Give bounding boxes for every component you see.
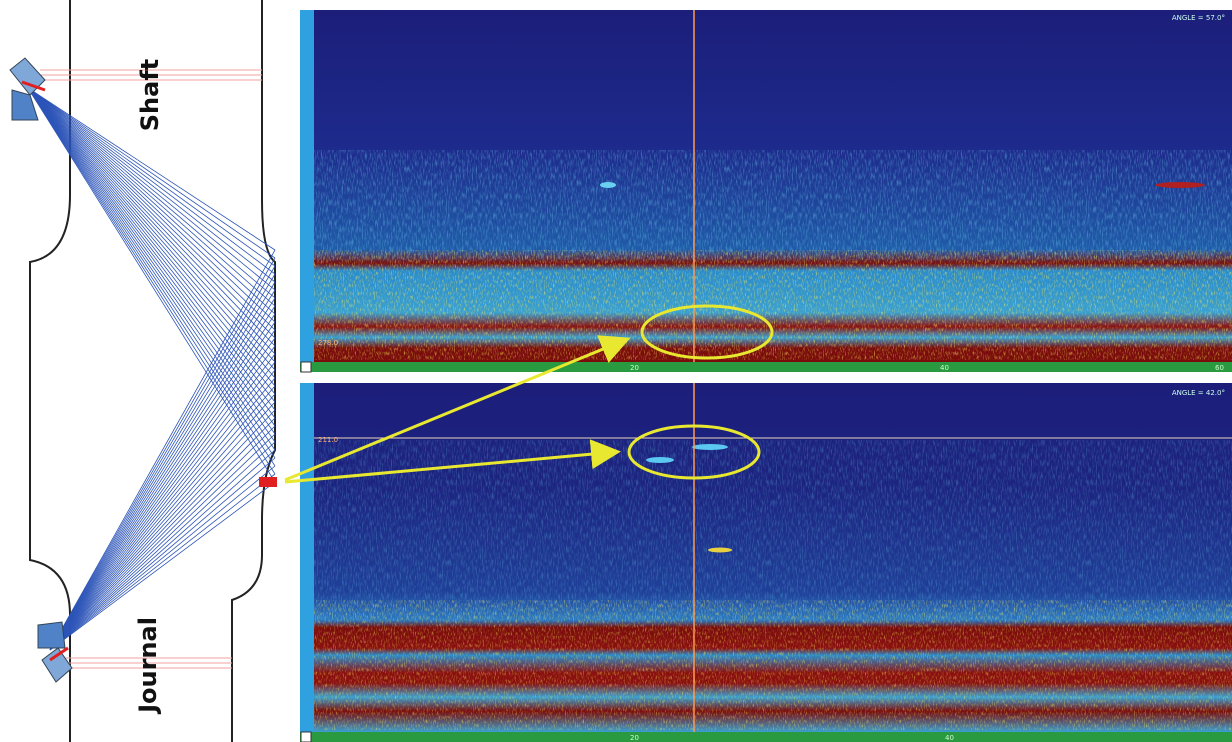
beam xyxy=(27,87,276,259)
beam xyxy=(49,465,276,651)
beam xyxy=(49,369,276,651)
beam xyxy=(49,417,276,651)
beam xyxy=(49,393,276,651)
beam xyxy=(27,87,276,427)
beam xyxy=(49,257,276,651)
beam xyxy=(27,87,276,291)
journal-label: Journal xyxy=(134,617,162,715)
beam xyxy=(49,321,276,651)
scan-2: ANGLE = 42.0° 211.0 20 40 xyxy=(300,383,1232,742)
angle-label: ANGLE = 57.0° xyxy=(1172,14,1225,22)
shaft-label: Shaft xyxy=(136,59,164,131)
beam xyxy=(27,87,276,387)
beam xyxy=(49,449,276,651)
probe-top xyxy=(9,57,46,121)
beam xyxy=(27,87,276,251)
beam xyxy=(49,345,276,651)
beam xyxy=(27,87,276,283)
probe-bottom xyxy=(37,621,73,683)
beam xyxy=(49,305,276,651)
beam xyxy=(27,87,276,411)
beam xyxy=(27,87,276,483)
beam xyxy=(49,433,276,651)
tick: 60 xyxy=(1215,364,1224,372)
beam xyxy=(27,87,276,379)
beam xyxy=(49,481,276,651)
annotations xyxy=(284,304,774,484)
reflections xyxy=(40,69,262,669)
beam-fan xyxy=(27,87,276,651)
beam xyxy=(27,87,276,435)
beam xyxy=(27,87,276,419)
beam xyxy=(27,87,276,363)
beam xyxy=(27,87,276,275)
gate-label: 211.0 xyxy=(318,436,338,444)
beam xyxy=(49,361,276,651)
defect xyxy=(259,477,277,487)
beam xyxy=(49,249,276,651)
beam xyxy=(49,409,276,651)
beam xyxy=(27,87,276,443)
beam xyxy=(27,87,276,371)
beam xyxy=(49,473,276,651)
beam xyxy=(27,87,276,403)
beam xyxy=(27,87,276,347)
tick: 20 xyxy=(630,734,639,742)
beam xyxy=(49,273,276,651)
beam xyxy=(27,87,276,467)
beam xyxy=(49,401,276,651)
tick: 40 xyxy=(945,734,954,742)
beam xyxy=(27,87,276,267)
beam xyxy=(27,87,276,459)
angle-label: ANGLE = 42.0° xyxy=(1172,389,1225,397)
beam xyxy=(49,425,276,651)
beam xyxy=(27,87,276,395)
beam xyxy=(27,87,276,331)
beam xyxy=(49,441,276,651)
beam xyxy=(49,313,276,651)
beam xyxy=(27,87,276,323)
scan-1: ANGLE = 57.0° 278.0 20 40 60 xyxy=(300,10,1232,373)
beam xyxy=(49,385,276,651)
beam xyxy=(27,87,276,475)
beam xyxy=(49,329,276,651)
tick: 20 xyxy=(630,364,639,372)
beam xyxy=(27,87,276,307)
beam xyxy=(27,87,276,315)
beam xyxy=(49,289,276,651)
beam xyxy=(49,457,276,651)
gate-label: 278.0 xyxy=(318,339,338,347)
beam xyxy=(27,87,276,355)
beam xyxy=(49,265,276,651)
beam xyxy=(27,87,276,451)
beam xyxy=(49,297,276,651)
shaft-outline xyxy=(29,0,276,742)
beam xyxy=(49,337,276,651)
ticks: 20 40 xyxy=(630,734,954,742)
beam xyxy=(49,281,276,651)
beam xyxy=(27,87,276,339)
ticks: 20 40 60 xyxy=(630,364,1224,372)
beam xyxy=(27,87,276,299)
beam xyxy=(49,353,276,651)
beam xyxy=(49,377,276,651)
tick: 40 xyxy=(940,364,949,372)
